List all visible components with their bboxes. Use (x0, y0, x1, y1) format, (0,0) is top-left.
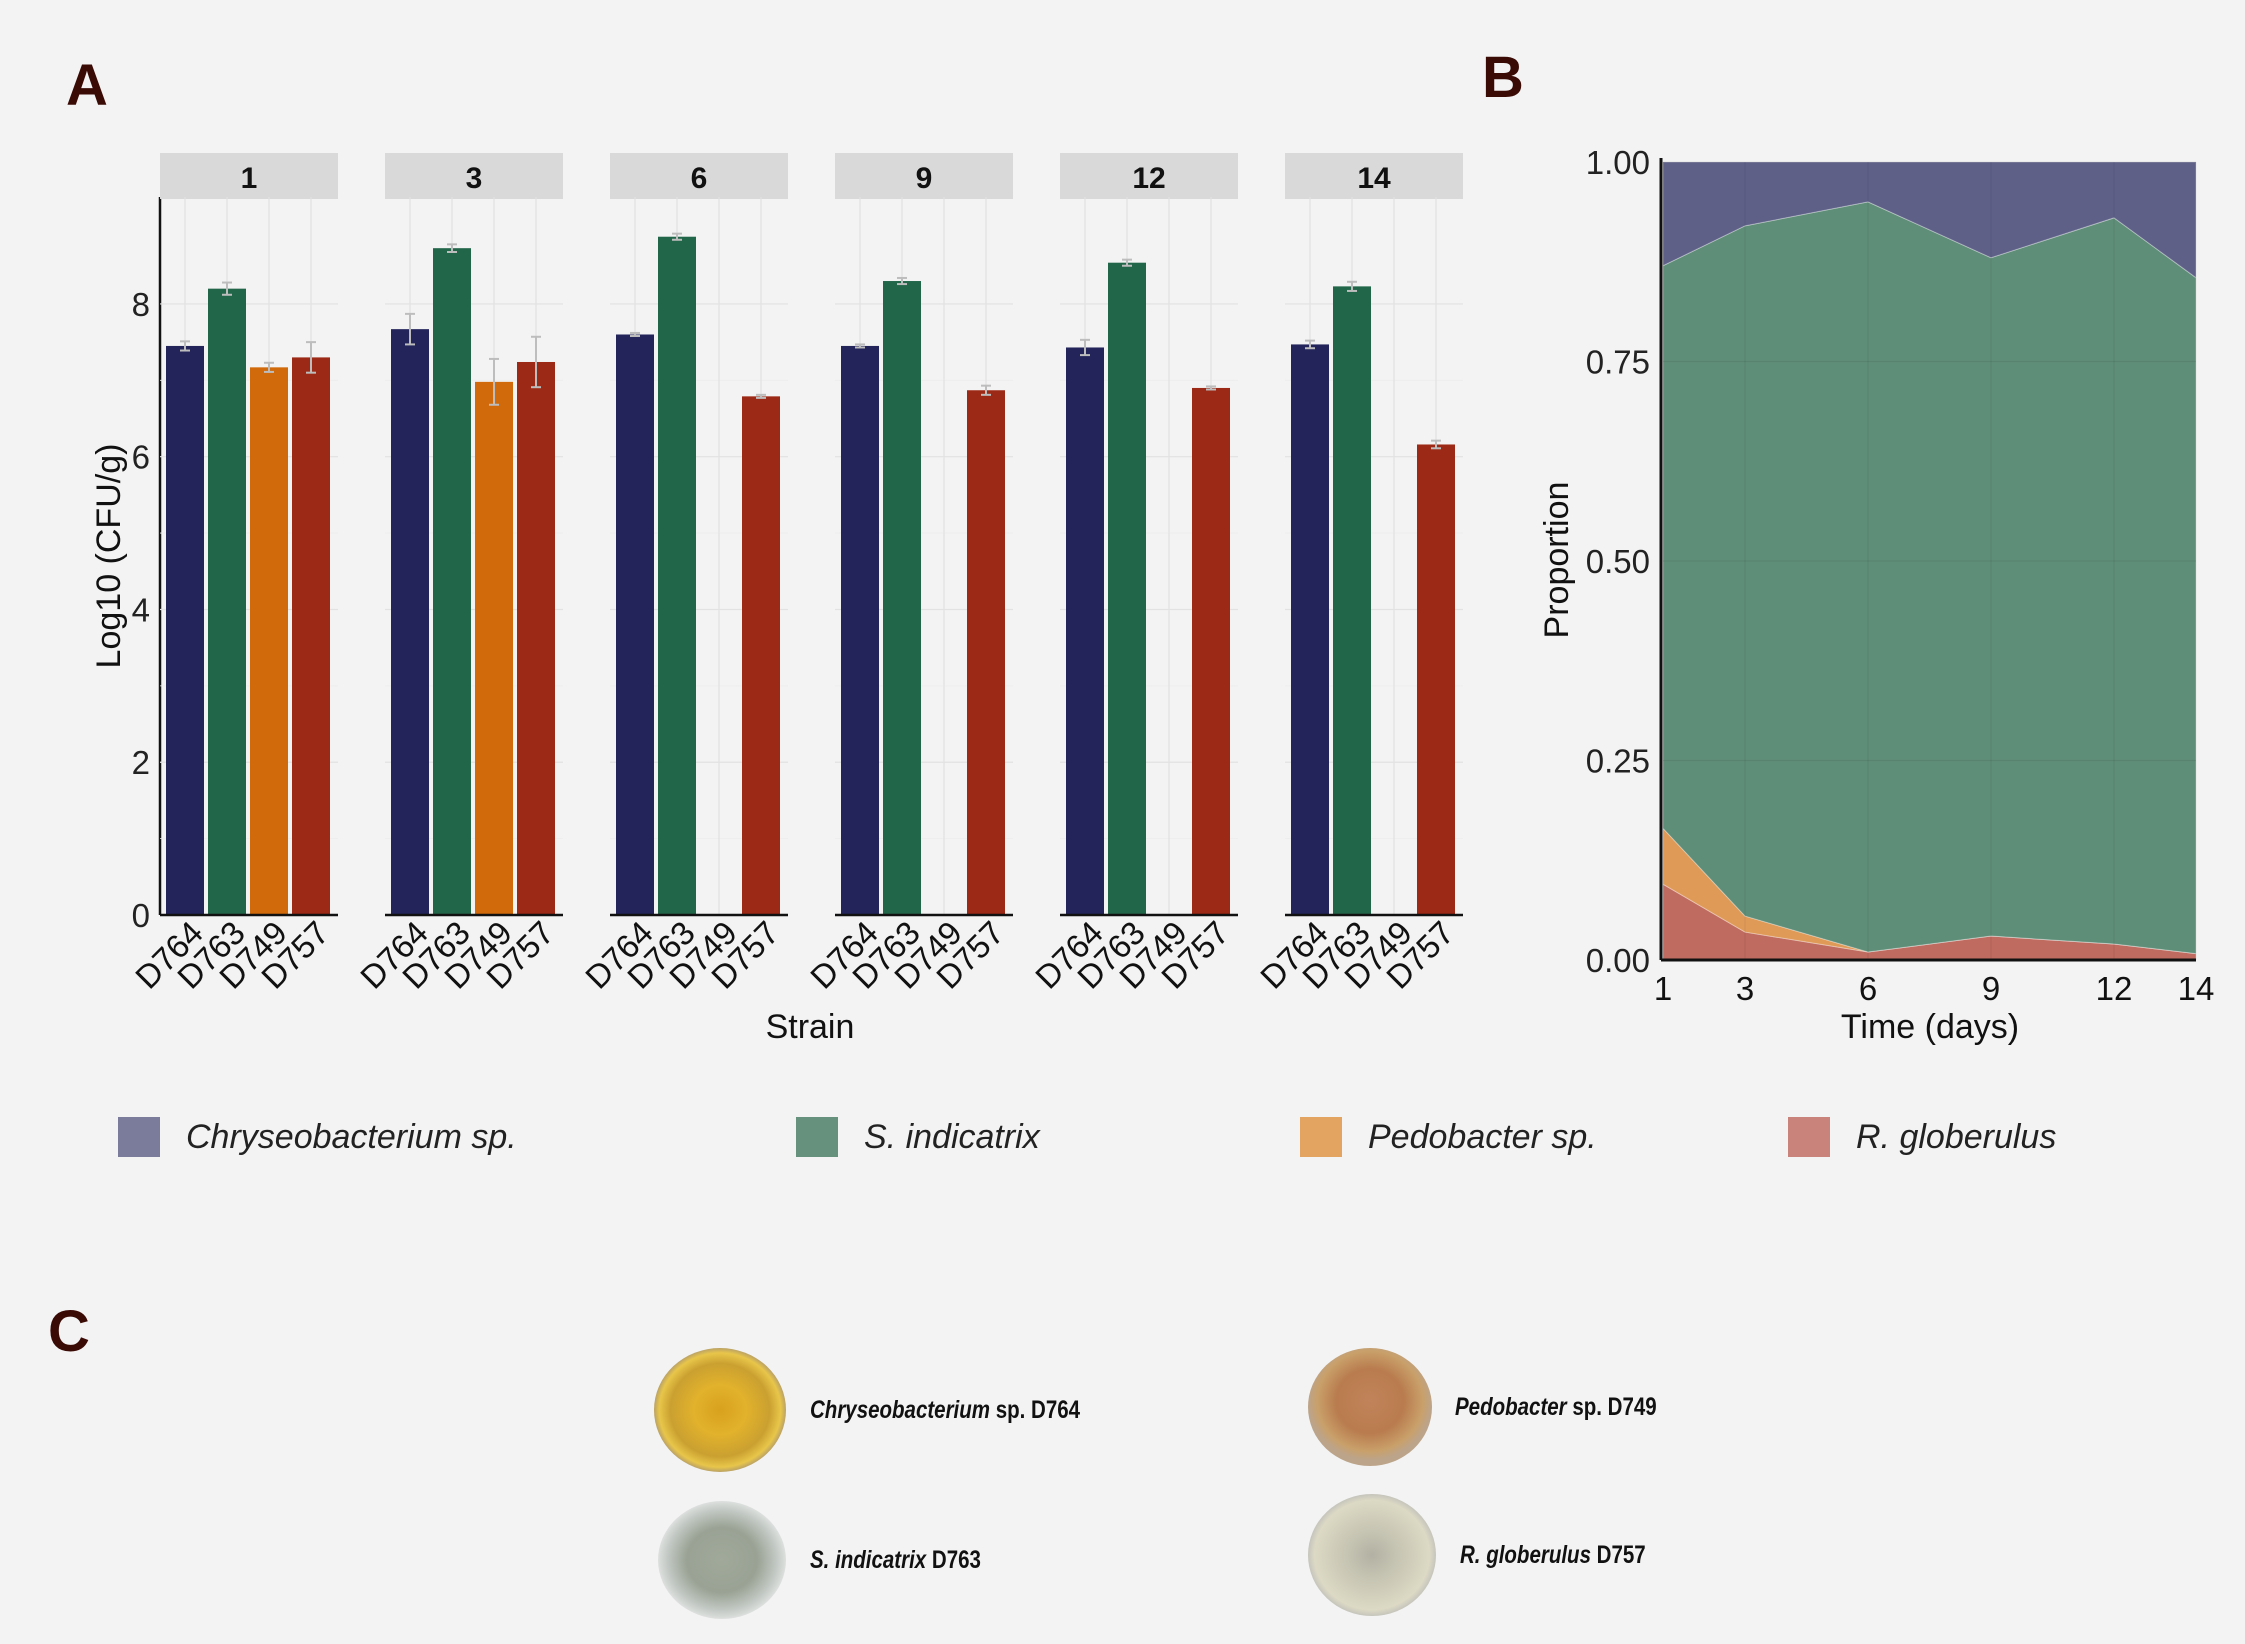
bar (292, 357, 330, 915)
colony-label-chryseobacterium: Chryseobacterium sp. D764 (810, 1395, 1081, 1424)
y-tick-label: 0 (132, 897, 150, 934)
legend-label: S. indicatrix (864, 1117, 1040, 1156)
bar (967, 390, 1005, 916)
facet-label: 1 (241, 162, 258, 195)
legend-label: Pedobacter sp. (1368, 1117, 1597, 1156)
legend-swatch (796, 1117, 838, 1157)
area-chart-panel-b: 0.00 0.25 0.50 0.75 1.00 1 3 6 9 12 14 Proportion Ti… (1538, 144, 2215, 1046)
facet-strip (610, 153, 788, 199)
facet-strip (1060, 153, 1238, 199)
facet-strip (160, 153, 338, 199)
y-tick-label: 0.75 (1586, 344, 1650, 381)
colony-label-indicatrix: S. indicatrix D763 (810, 1546, 981, 1574)
colony-image-globerulus (1308, 1494, 1436, 1616)
x-tick-label: 14 (2178, 970, 2215, 1007)
bar (1108, 262, 1146, 916)
y-axis-title: Log10 (CFU/g) (90, 444, 128, 669)
area-series (1662, 201, 2197, 955)
panel-label-b: B (1482, 45, 1524, 110)
colony-image-indicatrix (658, 1501, 786, 1619)
legend-swatch (118, 1117, 160, 1157)
y-tick-label: 0.00 (1586, 942, 1650, 979)
legend-item-pedobacter: Pedobacter sp. (1300, 1115, 1597, 1159)
panel-label-a: A (66, 53, 108, 118)
y-tick-label: 2 (132, 744, 150, 781)
facet-label: 12 (1132, 162, 1165, 195)
bar (433, 248, 471, 916)
facet-label: 14 (1357, 162, 1391, 195)
bar (1192, 387, 1230, 915)
bar (1333, 286, 1371, 916)
x-tick-label: 3 (1736, 970, 1754, 1007)
colony-chryseobacterium: Chryseobacterium sp. D764 (650, 1345, 1139, 1475)
bar (1066, 347, 1104, 915)
bar (166, 345, 204, 916)
x-axis-title: Time (days) (1841, 1008, 2019, 1046)
legend-swatch (1788, 1117, 1830, 1157)
bar (616, 334, 654, 915)
legend-item-globerulus: R. globerulus (1788, 1115, 2056, 1159)
legend: Chryseobacterium sp. S. indicatrix Pedob… (0, 1115, 2245, 1185)
colony-label-pedobacter: Pedobacter sp. D749 (1455, 1393, 1657, 1421)
colony-globerulus: R. globerulus D757 (1305, 1490, 1686, 1620)
x-tick-label: 12 (2096, 970, 2133, 1007)
colony-indicatrix: S. indicatrix D763 (655, 1498, 1018, 1623)
x-tick-label: 9 (1982, 970, 2000, 1007)
facet-strip (385, 153, 563, 199)
y-tick-label: 8 (132, 286, 150, 323)
colony-pedobacter: Pedobacter sp. D749 (1305, 1345, 1701, 1470)
legend-item-chryseobacterium: Chryseobacterium sp. (118, 1115, 517, 1159)
bar (1291, 344, 1329, 915)
legend-item-indicatrix: S. indicatrix (796, 1115, 1040, 1159)
y-tick-label: 6 (132, 439, 150, 476)
panel-label-c: C (48, 1299, 90, 1364)
bar (883, 281, 921, 916)
bar (250, 367, 288, 915)
x-axis-title: Strain (766, 1008, 855, 1046)
y-axis-title: Proportion (1538, 482, 1576, 639)
legend-label: R. globerulus (1856, 1117, 2057, 1156)
colony-label-globerulus: R. globerulus D757 (1460, 1540, 1646, 1569)
x-tick-label: 6 (1859, 970, 1877, 1007)
bar (841, 345, 879, 916)
bar (658, 236, 696, 916)
area-series (1662, 161, 2197, 279)
facet-label: 9 (916, 162, 933, 195)
bar (475, 381, 513, 915)
y-tick-label: 1.00 (1586, 144, 1650, 181)
facet-label: 6 (691, 162, 708, 195)
colony-image-chryseobacterium (654, 1348, 786, 1472)
legend-swatch (1300, 1117, 1342, 1157)
x-tick-label: 1 (1654, 970, 1672, 1007)
colony-image-pedobacter (1308, 1348, 1432, 1466)
bar (208, 288, 246, 916)
bar (1417, 444, 1455, 915)
y-tick-label: 0.25 (1586, 743, 1650, 780)
y-tick-label: 0.50 (1586, 543, 1650, 580)
facet-label: 3 (466, 162, 483, 195)
facet-strip (835, 153, 1013, 199)
legend-label: Chryseobacterium sp. (186, 1117, 517, 1156)
bar (391, 329, 429, 915)
bar (742, 396, 780, 915)
bar (517, 361, 555, 915)
facet-strip (1285, 153, 1463, 199)
y-tick-label: 4 (132, 591, 150, 628)
